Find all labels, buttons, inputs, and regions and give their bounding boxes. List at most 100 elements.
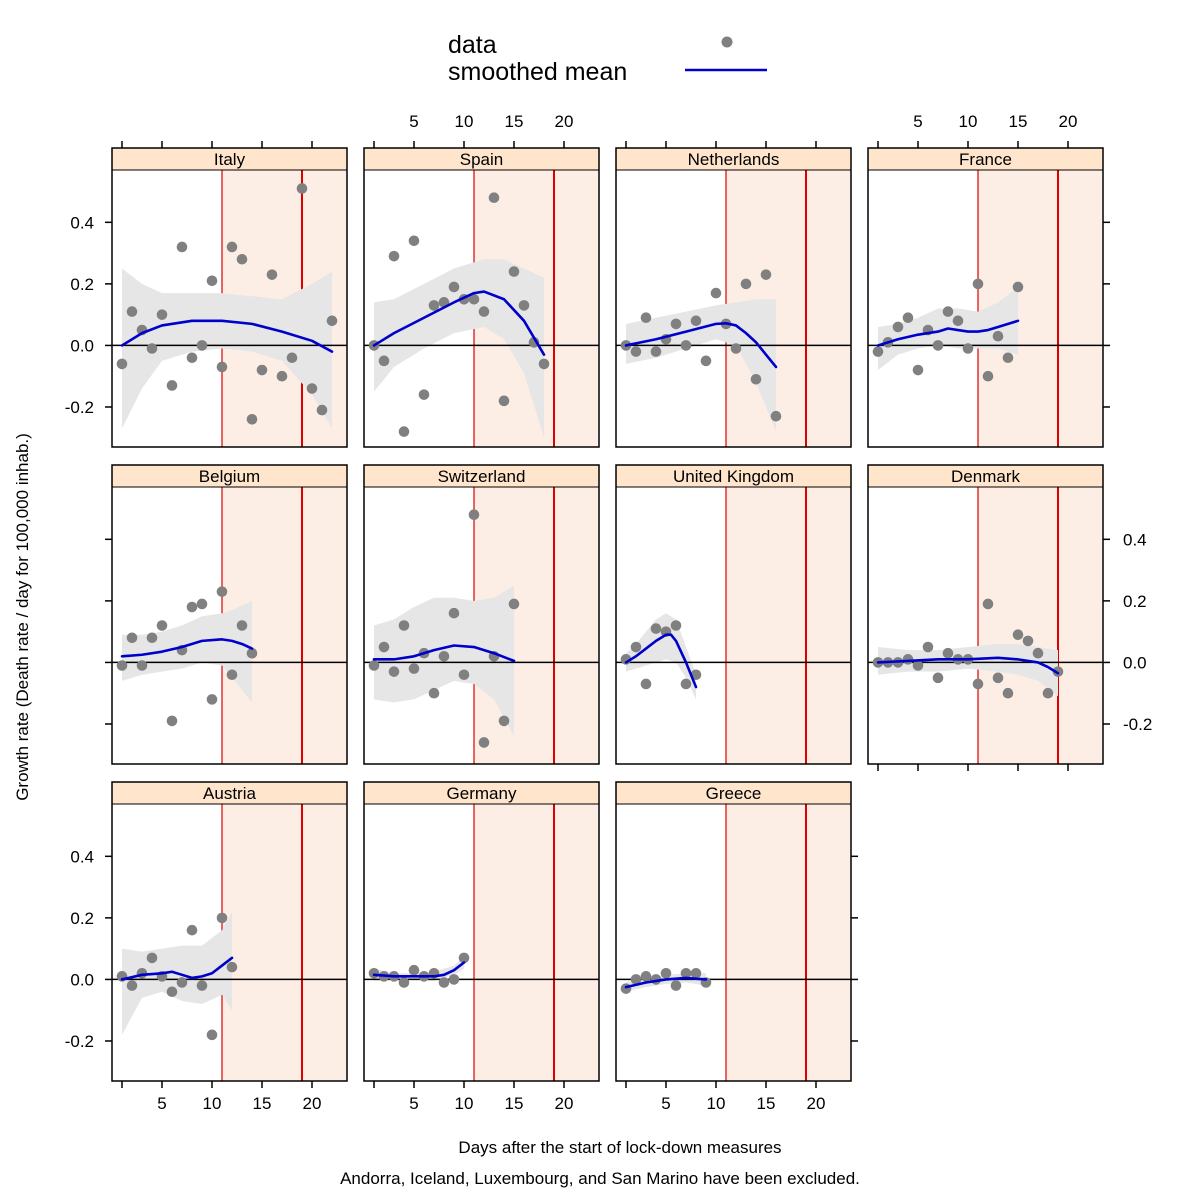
data-point	[176, 241, 188, 253]
data-point	[126, 980, 138, 991]
shaded-region	[978, 487, 1103, 764]
panel-denmark: Denmark -0.2 0.0 0.2 0.4	[867, 464, 1152, 771]
data-point	[630, 346, 642, 357]
data-point	[468, 293, 480, 305]
data-point	[186, 601, 198, 613]
data-point	[498, 715, 510, 727]
data-point	[1002, 352, 1014, 364]
legend: data smoothed mean	[448, 31, 767, 86]
panel-united-kingdom: United Kingdom	[615, 464, 852, 765]
data-point	[1042, 687, 1054, 699]
data-point	[398, 426, 410, 437]
data-point	[1022, 635, 1034, 647]
data-point	[266, 269, 278, 280]
data-point	[478, 306, 490, 317]
x-tick-label: 10	[455, 112, 474, 131]
data-point	[166, 715, 178, 727]
panel-border	[363, 781, 600, 1082]
data-point	[276, 370, 288, 382]
smoothed-mean-line	[120, 956, 234, 981]
panel-label: Switzerland	[438, 467, 526, 486]
data-point	[216, 361, 228, 373]
data-point	[912, 660, 924, 671]
data-point	[730, 343, 742, 354]
shaded-region	[726, 487, 851, 764]
data-point	[418, 389, 430, 400]
data-point	[378, 355, 390, 367]
data-point	[1052, 666, 1064, 677]
data-point	[508, 598, 520, 610]
x-tick-label: 5	[409, 1094, 418, 1113]
panel-label: Italy	[214, 150, 246, 169]
panel-grid: Italy -0.2 0.0 0.2 0.4 Spain 5 10 15 20 Netherland…	[65, 112, 1153, 1113]
data-point	[872, 346, 884, 357]
smoothed-mean-line	[372, 644, 516, 663]
data-point	[680, 678, 692, 690]
y-tick-label: 0.4	[70, 213, 94, 232]
data-point	[226, 961, 238, 973]
data-point	[156, 620, 168, 631]
panel-label: Austria	[203, 784, 256, 803]
data-point	[650, 346, 662, 357]
shaded-region	[474, 804, 599, 1081]
panel-label: United Kingdom	[673, 467, 794, 486]
data-point	[670, 980, 682, 991]
data-point	[166, 986, 178, 998]
x-tick-label: 10	[455, 1094, 474, 1113]
data-point	[368, 660, 380, 671]
legend-point-marker	[721, 36, 733, 48]
data-point	[236, 253, 248, 265]
data-point	[316, 404, 328, 416]
data-point	[932, 340, 944, 351]
y-tick-label: 0.2	[70, 275, 94, 294]
data-point	[286, 352, 298, 364]
data-point	[902, 654, 914, 665]
data-point	[186, 352, 198, 364]
smoothed-mean-line	[624, 633, 698, 689]
data-point	[680, 967, 692, 979]
data-point	[972, 278, 984, 290]
panel-germany: Germany 5 10 15 20	[363, 781, 600, 1113]
smoothed-mean-line	[876, 319, 1020, 347]
data-point	[760, 269, 772, 280]
figure-caption: Andorra, Iceland, Luxembourg, and San Ma…	[340, 1169, 860, 1188]
y-tick-label: 0.0	[70, 970, 94, 989]
data-point	[146, 952, 158, 964]
data-point	[680, 340, 692, 351]
data-point	[1012, 281, 1024, 293]
data-point	[196, 598, 208, 610]
data-point	[408, 964, 420, 976]
shaded-region	[222, 804, 347, 1081]
panel-austria: Austria 5 10 15 20 -0.2 0.0 0.2 0.4	[65, 781, 348, 1113]
data-point	[256, 364, 268, 376]
data-point	[650, 623, 662, 634]
data-point	[1012, 629, 1024, 641]
panel-border	[111, 781, 348, 1082]
data-point	[196, 340, 208, 351]
panel-label: Denmark	[951, 467, 1020, 486]
panel-label: Belgium	[199, 467, 260, 486]
x-tick-label: 15	[253, 1094, 272, 1113]
data-point	[458, 952, 470, 964]
x-tick-label: 5	[913, 112, 922, 131]
legend-label-smoothed-mean: smoothed mean	[448, 58, 627, 86]
data-point	[710, 287, 722, 299]
smoothed-mean-line	[624, 976, 708, 989]
data-point	[438, 650, 450, 662]
data-point	[498, 395, 510, 407]
data-point	[378, 641, 390, 653]
data-point	[216, 912, 228, 924]
data-point	[1032, 647, 1044, 659]
panel-switzerland: Switzerland	[363, 464, 600, 765]
x-tick-label: 15	[505, 1094, 524, 1113]
panel-france: France 5 10 15 20	[867, 112, 1110, 448]
data-point	[982, 370, 994, 382]
data-point	[892, 321, 904, 333]
panel-belgium: Belgium	[105, 464, 348, 765]
data-point	[116, 660, 128, 671]
data-point	[972, 678, 984, 690]
y-tick-label: -0.2	[65, 1032, 94, 1051]
panel-border	[363, 147, 600, 448]
data-point	[398, 977, 410, 988]
